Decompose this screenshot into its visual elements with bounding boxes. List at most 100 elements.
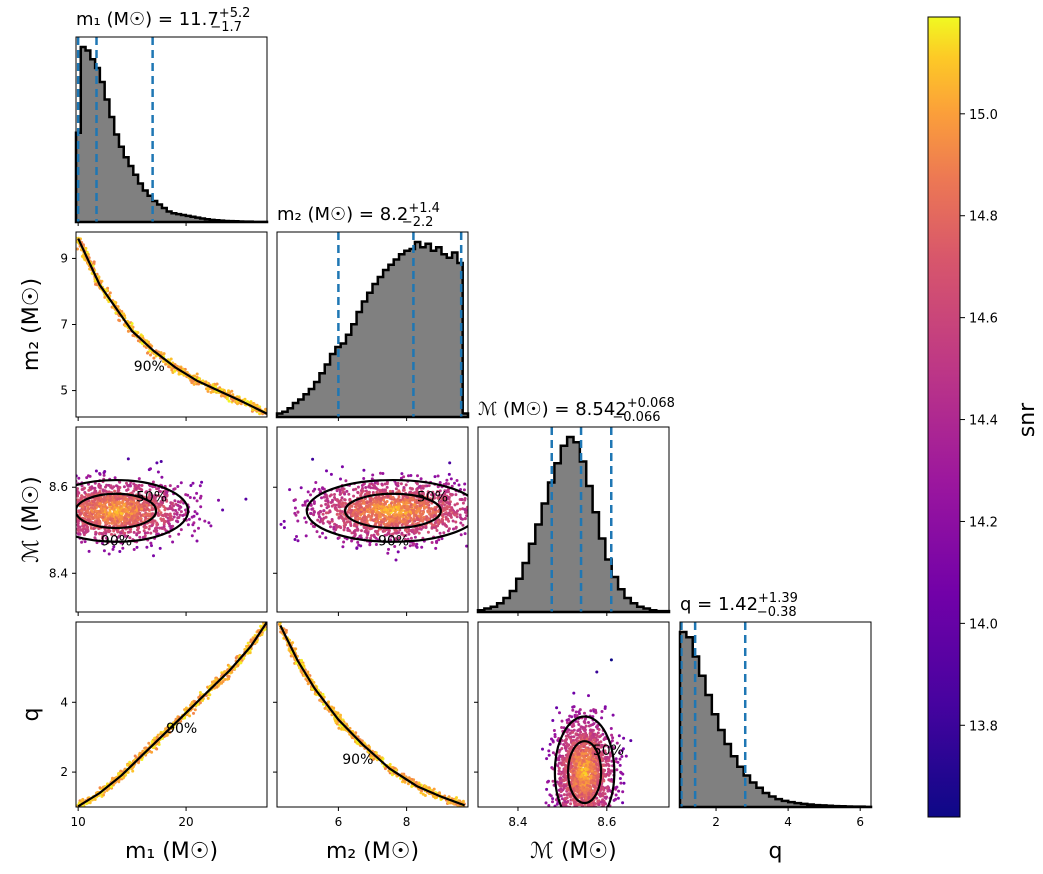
scatter-point bbox=[113, 476, 117, 480]
scatter-point bbox=[68, 516, 71, 519]
scatter-point bbox=[151, 499, 155, 503]
title-m1-value: m₁ (M☉) = 11.7 bbox=[76, 9, 219, 30]
corner-panels: m₁ (M☉) = 11.7+5.2 −1.7m₂ (M☉) = 8.2+1.4−… bbox=[34, 6, 873, 809]
contour-label-90-m2_mc: 90% bbox=[378, 534, 409, 550]
scatter-point bbox=[419, 527, 423, 531]
scatter-point bbox=[343, 525, 347, 529]
scatter-point bbox=[321, 521, 325, 525]
scatter-point bbox=[149, 531, 153, 535]
scatter-point bbox=[354, 512, 358, 515]
scatter-point bbox=[70, 517, 73, 520]
scatter-point bbox=[144, 501, 148, 504]
scatter-point bbox=[70, 497, 73, 500]
scatter-point bbox=[452, 527, 455, 531]
scatter-point bbox=[152, 745, 156, 749]
scatter-point bbox=[118, 550, 122, 553]
scatter-point bbox=[63, 544, 66, 547]
scatter-point bbox=[53, 510, 56, 513]
scatter-point bbox=[111, 776, 114, 780]
scatter-point bbox=[131, 769, 135, 773]
scatter-point bbox=[368, 510, 371, 514]
scatter-point bbox=[361, 489, 365, 493]
scatter-point bbox=[410, 487, 414, 491]
scatter-point bbox=[160, 475, 164, 479]
scatter-point bbox=[34, 463, 37, 466]
scatter-point bbox=[77, 509, 81, 513]
scatter-point bbox=[169, 507, 173, 511]
scatter-point bbox=[387, 503, 391, 507]
scatter-point bbox=[109, 785, 113, 789]
scatter-point bbox=[349, 504, 353, 508]
scatter-point bbox=[55, 536, 58, 539]
scatter-point bbox=[50, 504, 53, 507]
scatter-point bbox=[301, 503, 305, 507]
scatter-point bbox=[405, 505, 409, 509]
scatter-point bbox=[159, 503, 163, 507]
scatter-point bbox=[487, 490, 490, 493]
scatter-point bbox=[84, 513, 88, 516]
scatter-point bbox=[69, 510, 72, 513]
scatter-point bbox=[385, 511, 389, 515]
scatter-point bbox=[493, 499, 496, 502]
scatter-point bbox=[46, 507, 49, 510]
scatter-point bbox=[66, 519, 69, 522]
scatter-point bbox=[418, 504, 422, 508]
scatter-point bbox=[374, 543, 378, 546]
scatter-point bbox=[379, 520, 383, 524]
scatter-point bbox=[87, 499, 91, 503]
scatter-point bbox=[92, 500, 96, 504]
scatter-point bbox=[95, 500, 99, 504]
scatter-point bbox=[442, 531, 446, 535]
scatter-point bbox=[342, 540, 346, 544]
scatter-point bbox=[55, 512, 58, 515]
scatter-point bbox=[379, 498, 383, 502]
scatter-point bbox=[348, 506, 351, 510]
scatter-point bbox=[51, 496, 54, 499]
scatter-point bbox=[80, 494, 84, 498]
scatter-point bbox=[72, 514, 75, 517]
scatter-point bbox=[79, 496, 83, 500]
scatter-points-m2_mc: 50%90% bbox=[279, 457, 496, 562]
scatter-point bbox=[128, 760, 132, 764]
scatter-point bbox=[80, 484, 84, 488]
scatter-point bbox=[72, 501, 75, 504]
scatter-point bbox=[339, 502, 343, 506]
scatter-point bbox=[204, 380, 208, 384]
scatter-point bbox=[64, 514, 67, 517]
scatter-point bbox=[309, 493, 312, 497]
scatter-point bbox=[47, 511, 50, 514]
scatter-point bbox=[414, 531, 418, 534]
scatter-point bbox=[209, 390, 213, 394]
scatter-point bbox=[335, 512, 339, 516]
scatter-point bbox=[449, 515, 453, 519]
scatter-point bbox=[138, 511, 142, 515]
scatter-point bbox=[169, 357, 173, 361]
scatter-point bbox=[393, 545, 397, 548]
scatter-point bbox=[365, 536, 369, 540]
scatter-point bbox=[362, 477, 366, 480]
scatter-point bbox=[320, 496, 323, 500]
scatter-point bbox=[195, 539, 199, 543]
scatter-point bbox=[57, 509, 60, 512]
scatter-point bbox=[146, 531, 150, 535]
scatter-point bbox=[207, 693, 211, 697]
scatter-point bbox=[86, 252, 90, 256]
scatter-point bbox=[51, 515, 54, 518]
scatter-point bbox=[157, 509, 161, 513]
scatter-point bbox=[221, 508, 225, 512]
scatter-point bbox=[364, 486, 368, 489]
scatter-point bbox=[436, 509, 440, 513]
scatter-point bbox=[60, 506, 63, 509]
scatter-point bbox=[80, 505, 84, 508]
scatter-point bbox=[70, 505, 73, 508]
scatter-point bbox=[447, 482, 450, 486]
scatter-point bbox=[436, 474, 440, 478]
scatter-point bbox=[402, 486, 406, 489]
scatter-point bbox=[56, 505, 59, 508]
scatter-point bbox=[417, 531, 421, 535]
scatter-point bbox=[433, 493, 436, 496]
scatter-point bbox=[441, 494, 445, 498]
scatter-point bbox=[288, 488, 292, 492]
scatter-point bbox=[396, 508, 400, 512]
scatter-point bbox=[157, 494, 161, 498]
